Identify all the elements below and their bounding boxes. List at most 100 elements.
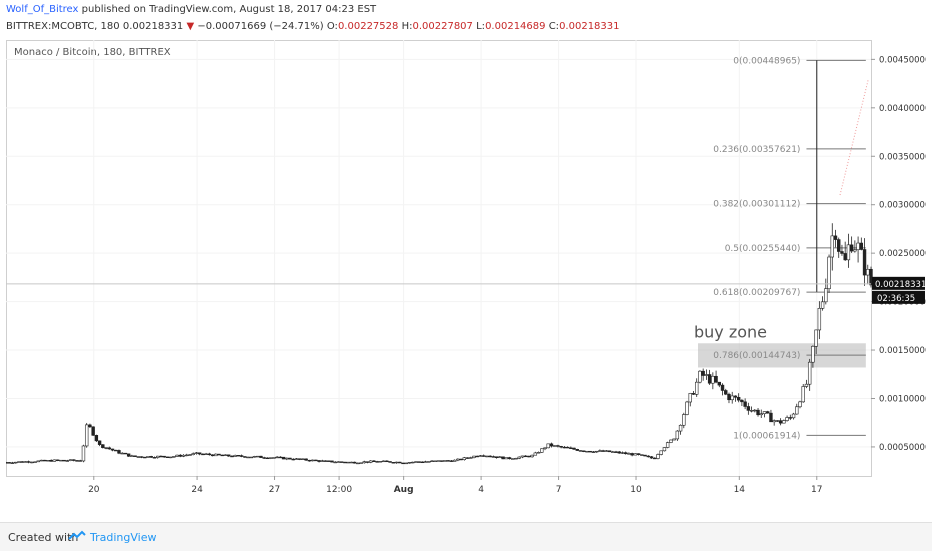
- candle-body: [785, 417, 789, 421]
- candle-body: [859, 242, 864, 250]
- publish-line: Wolf_Of_Bitrex published on TradingView.…: [6, 4, 376, 15]
- candle-body: [314, 459, 318, 462]
- candle-body: [152, 457, 157, 459]
- low-label: L:: [476, 21, 486, 32]
- candle-body: [611, 451, 615, 453]
- candle-body: [362, 461, 366, 464]
- candle-body: [72, 459, 76, 461]
- candle-body: [591, 451, 596, 453]
- candle-body: [81, 445, 86, 462]
- candle-body: [149, 456, 153, 458]
- close-value: 0.00218331: [559, 21, 620, 32]
- candle-body: [165, 456, 170, 458]
- candle-body: [385, 460, 389, 463]
- candle-body: [801, 386, 805, 403]
- candle-body: [766, 411, 770, 414]
- y-tick-label: 0.00100000: [879, 394, 926, 404]
- candle-body: [78, 460, 82, 462]
- candle-body: [285, 457, 289, 460]
- candle-body: [475, 455, 479, 458]
- candle-body: [388, 461, 392, 463]
- candle-body: [546, 443, 550, 449]
- candle-body: [533, 452, 538, 456]
- candle-body: [472, 455, 476, 458]
- candle-body: [359, 462, 363, 464]
- candle-body: [846, 244, 851, 261]
- x-tick-label: 14: [734, 485, 746, 495]
- author-link[interactable]: Wolf_Of_Bitrex: [6, 4, 79, 15]
- candle-body: [837, 239, 841, 252]
- candle-body: [13, 461, 18, 464]
- candle-body: [230, 455, 234, 458]
- candle-body: [91, 426, 95, 436]
- candle-body: [365, 461, 370, 463]
- candle-body: [814, 329, 818, 347]
- candle-body: [346, 461, 350, 464]
- candle-body: [4, 462, 8, 464]
- candle-body: [294, 458, 299, 460]
- candle-body: [778, 420, 783, 424]
- candle-body: [459, 458, 463, 461]
- chart-area[interactable]: Monaco / Bitcoin, 180, BITTREX buy zone …: [4, 40, 930, 520]
- candle-body: [575, 449, 579, 451]
- low-value: 0.00214689: [485, 21, 546, 32]
- candle-body: [672, 438, 676, 441]
- countdown-label: 02:36:35: [877, 294, 915, 304]
- candle-body: [401, 462, 405, 465]
- candle-body: [730, 395, 734, 401]
- x-tick-label: 17: [811, 485, 822, 495]
- candle-body: [256, 455, 260, 458]
- candle-body: [707, 374, 712, 384]
- candle-body: [214, 453, 218, 457]
- candle-body: [807, 361, 812, 385]
- candle-body: [352, 461, 357, 464]
- candle-body: [372, 460, 376, 463]
- candle-body: [272, 457, 276, 459]
- candle-body: [649, 456, 654, 459]
- candle-body: [223, 454, 228, 456]
- high-value: 0.00227807: [412, 21, 473, 32]
- tradingview-link[interactable]: TradingView: [90, 531, 157, 544]
- candle-body: [317, 460, 321, 462]
- candle-body: [143, 456, 147, 459]
- candle-body: [339, 461, 344, 463]
- candle-body: [414, 461, 418, 463]
- candle-body: [811, 345, 815, 363]
- candle-body: [369, 460, 373, 463]
- change-value: −0.00071669 (−24.71%): [197, 21, 324, 32]
- candle-body: [417, 461, 421, 463]
- candle-body: [440, 460, 444, 462]
- x-tick-label: 20: [88, 485, 100, 495]
- open-label: O:: [326, 21, 338, 32]
- candle-body: [727, 393, 731, 401]
- candle-body: [862, 249, 867, 276]
- x-tick-label: 24: [191, 485, 203, 495]
- plot-frame: [6, 40, 872, 477]
- candle-body: [49, 460, 53, 462]
- candle-body: [420, 461, 425, 464]
- candle-body: [640, 454, 644, 456]
- ticker-label: BITTREX:MCOBTC, 180: [6, 21, 120, 32]
- candle-body: [407, 462, 412, 464]
- candle-body: [795, 406, 799, 415]
- candle-body: [330, 460, 334, 463]
- candle-body: [714, 375, 718, 383]
- candle-body: [249, 456, 253, 459]
- candle-body: [498, 456, 502, 459]
- candle-body: [107, 447, 111, 450]
- high-label: H:: [401, 21, 413, 32]
- candle-body: [552, 445, 557, 447]
- candle-body: [65, 460, 70, 462]
- candle-body: [491, 456, 496, 458]
- y-tick-label: 0.00250000: [879, 249, 926, 259]
- candle-body: [210, 454, 215, 457]
- candle-body: [514, 458, 518, 460]
- price-chart[interactable]: Monaco / Bitcoin, 180, BITTREX buy zone …: [4, 40, 930, 520]
- fib-level-label: 0.5(0.00255440): [725, 244, 801, 254]
- candle-body: [743, 401, 747, 407]
- candle-body: [178, 454, 182, 457]
- candle-body: [52, 459, 57, 462]
- x-tick-label: 10: [630, 485, 642, 495]
- candle-body: [265, 457, 270, 460]
- candle-body: [172, 456, 176, 458]
